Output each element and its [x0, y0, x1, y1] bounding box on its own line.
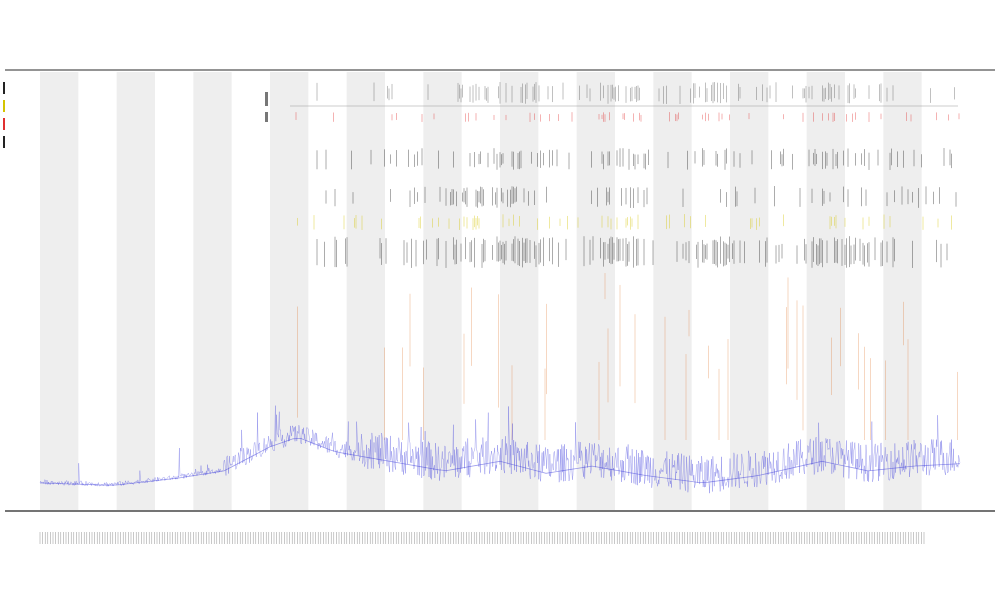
background-band [806, 72, 845, 510]
background-band [346, 72, 385, 510]
signal-trend-line [39, 437, 961, 486]
legend-swatch [3, 136, 5, 148]
background-band [270, 72, 309, 510]
legend-swatch [3, 82, 5, 94]
legend-swatch [3, 100, 5, 112]
background-band [883, 72, 922, 510]
track-label-mark [265, 112, 268, 122]
background-band [193, 72, 232, 510]
background-band [116, 72, 155, 510]
background-band [423, 72, 462, 510]
legend-swatch [3, 118, 5, 130]
background-band [500, 72, 539, 510]
background-band [40, 72, 79, 510]
background-band [653, 72, 692, 510]
track-label-mark [265, 92, 268, 106]
background-band [730, 72, 769, 510]
background-band [576, 72, 615, 510]
